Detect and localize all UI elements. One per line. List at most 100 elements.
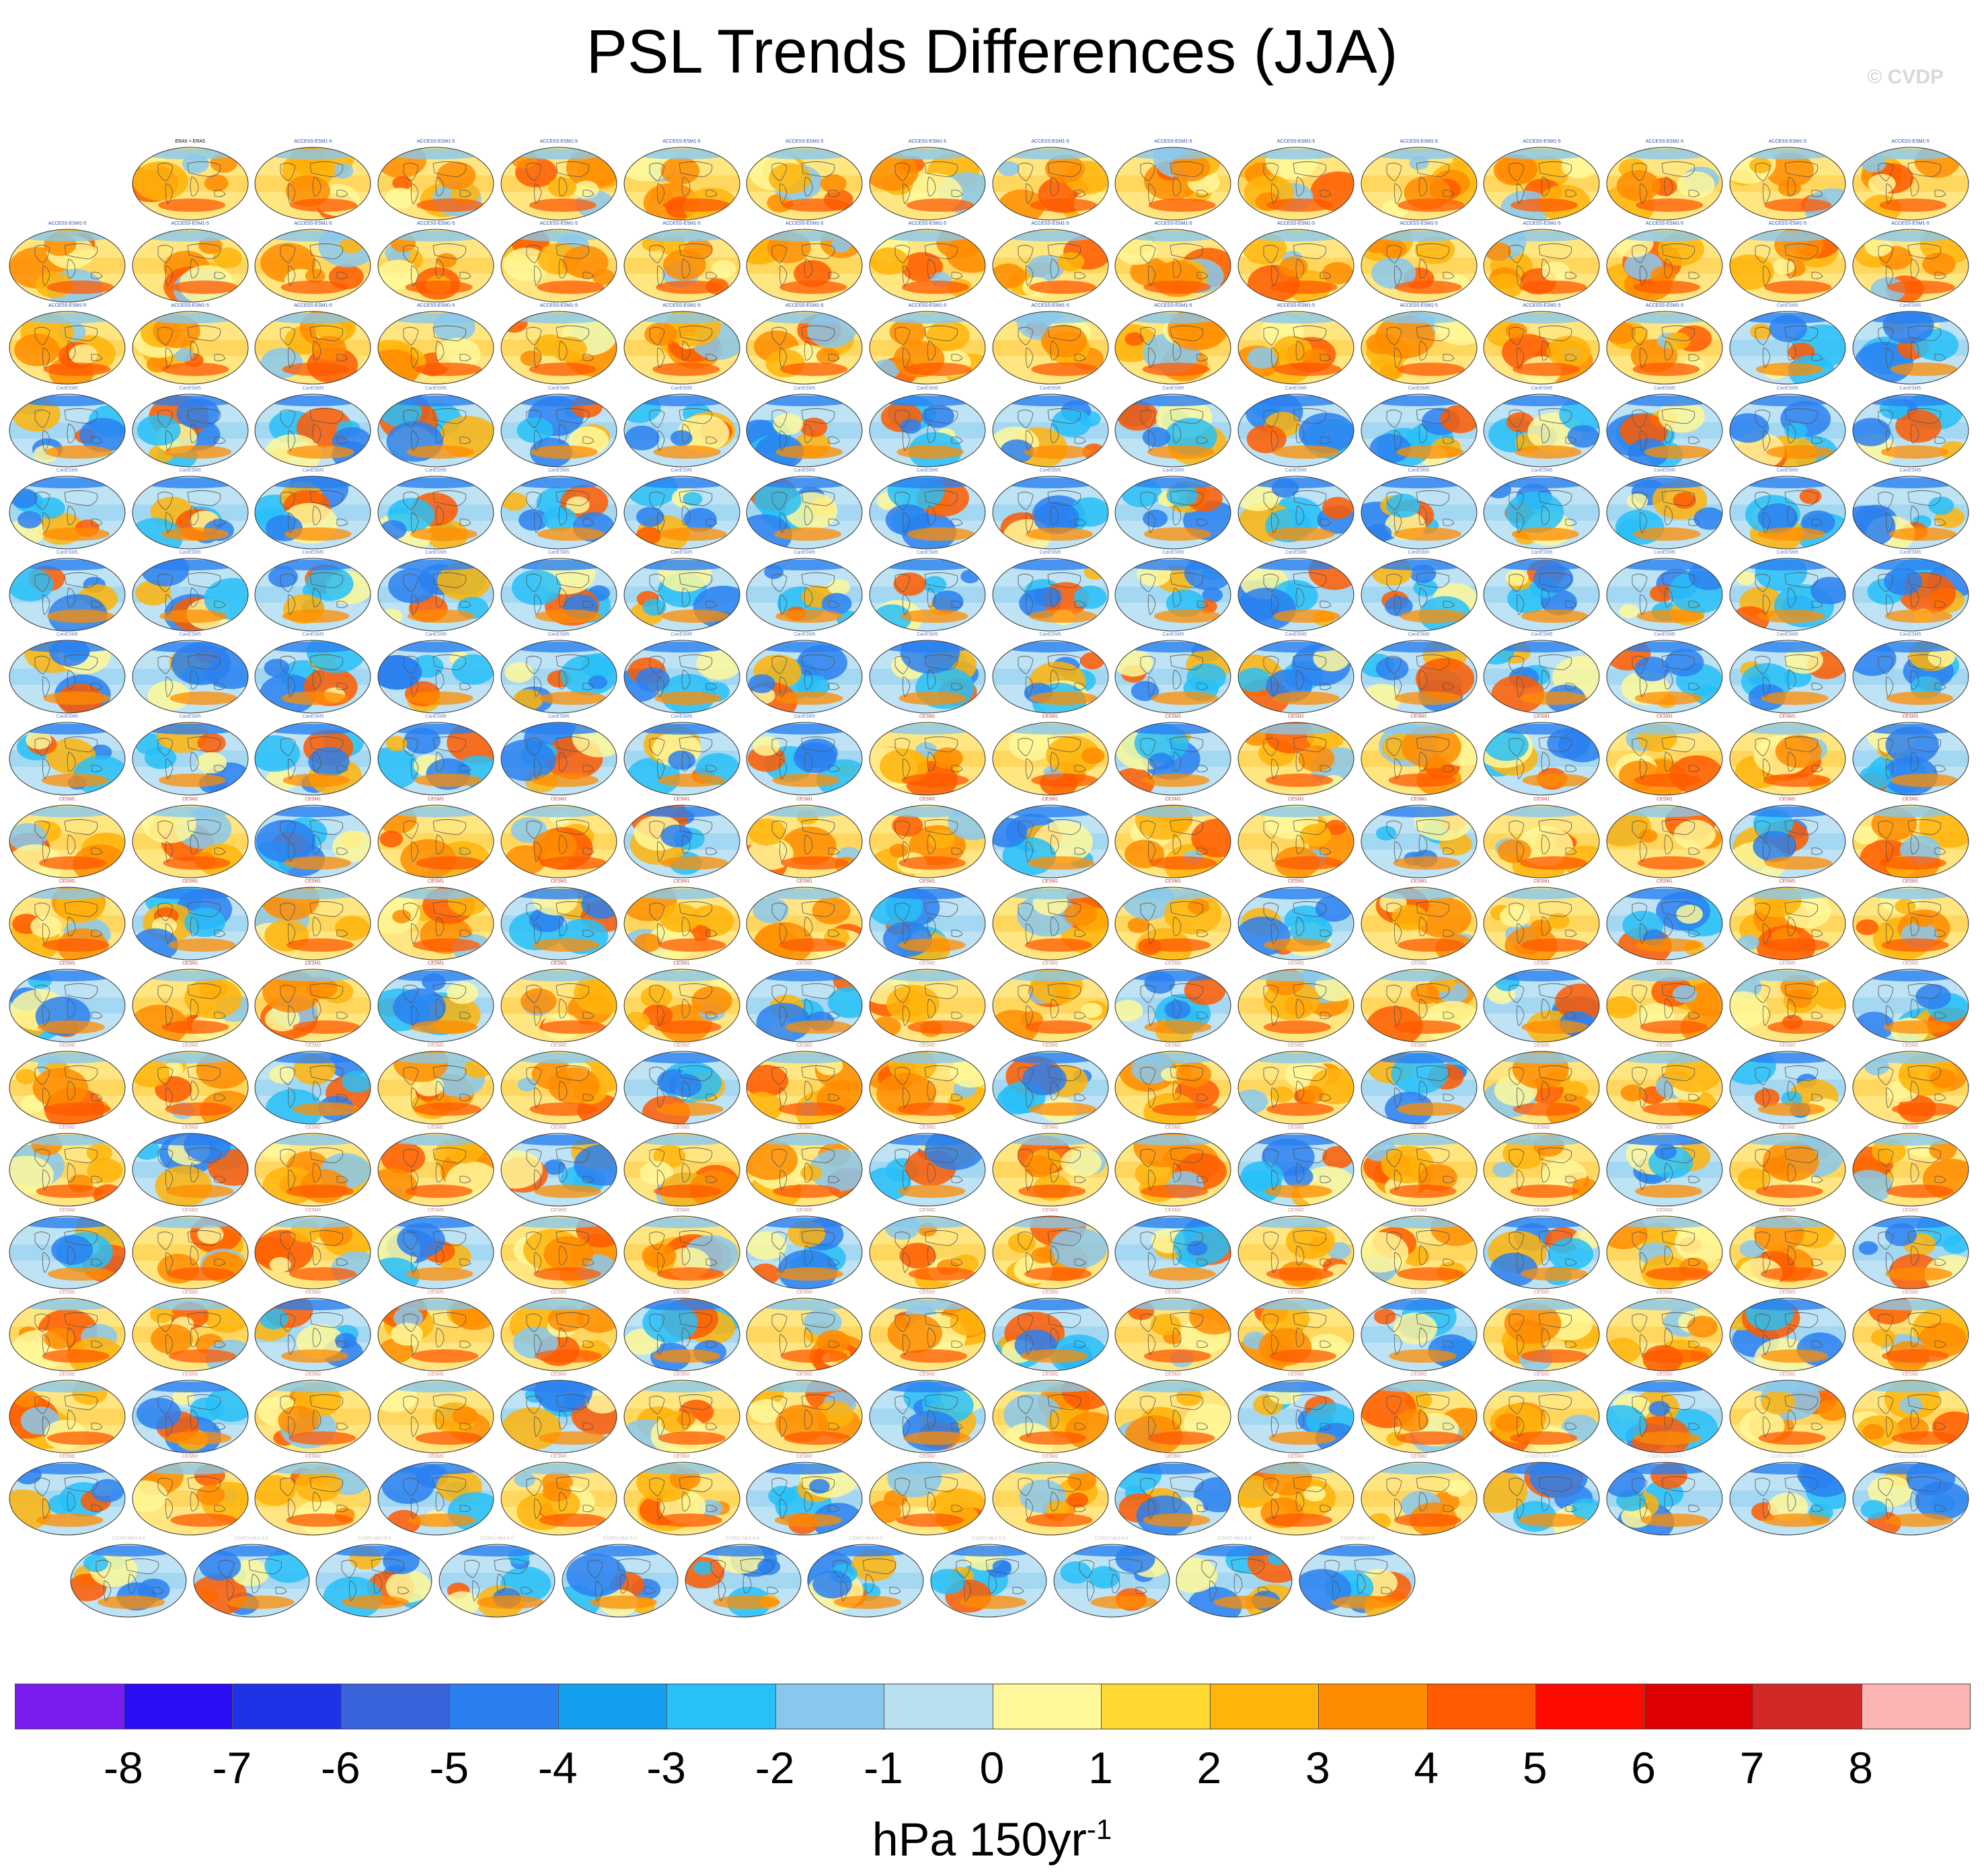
globe-map <box>132 147 249 221</box>
map-panel: CESM1 <box>1360 796 1478 879</box>
map-panel: CSIRO-Mk3-6-0 <box>69 1535 188 1618</box>
globe-map <box>377 722 494 796</box>
globe-map <box>1606 887 1723 961</box>
globe-map <box>9 1298 126 1372</box>
map-panel: CanESM5 <box>131 385 250 468</box>
map-panel: CESM2 <box>1114 1453 1232 1536</box>
globe-map <box>1729 722 1846 796</box>
globe-map <box>807 1544 924 1618</box>
map-panel: CSIRO-Mk3-6-0 <box>1852 1453 1970 1536</box>
globe-map <box>9 887 126 961</box>
globe-map <box>992 887 1109 961</box>
map-panel: CESM2 <box>1360 1042 1478 1125</box>
map-panel: CanESM5 <box>745 385 864 468</box>
globe-map <box>1852 229 1969 303</box>
globe-map <box>377 147 494 221</box>
globe-map <box>1852 393 1969 467</box>
panel-label: ACCESS-ESM1-5 <box>294 221 332 227</box>
globe-map <box>1114 1298 1231 1372</box>
globe-map <box>1237 476 1355 550</box>
globe-map <box>1852 722 1969 796</box>
panel-label: CanESM5 <box>671 467 693 473</box>
map-panel: CanESM5 <box>1114 467 1232 550</box>
globe-map <box>992 1133 1109 1207</box>
map-panel: CESM1 <box>991 796 1110 879</box>
panel-label: ACCESS-ESM1-5 <box>785 221 824 227</box>
map-panel: CESM2 <box>1728 1371 1847 1454</box>
panel-label: CanESM5 <box>1654 632 1676 638</box>
panel-label: CanESM5 <box>179 632 201 638</box>
panel-label: CESM2 <box>59 1454 76 1460</box>
panel-label: CESM2 <box>919 1207 936 1213</box>
globe-map <box>1729 887 1846 961</box>
panel-label: CESM2 <box>1287 1372 1305 1377</box>
map-panel: CESM1 <box>991 878 1110 961</box>
panel-label: CESM2 <box>1779 1207 1796 1213</box>
panel-label: CSIRO-Mk3-6-0 <box>1770 1454 1804 1460</box>
colorbar-box <box>1210 1684 1319 1729</box>
map-panel: CESM2 <box>254 1124 372 1207</box>
panel-label: CESM2 <box>919 1043 936 1049</box>
panel-label: CESM2 <box>919 1454 936 1460</box>
panel-label: CESM1 <box>1779 878 1796 884</box>
colorbar <box>15 1684 1971 1729</box>
globe-map <box>746 1215 863 1289</box>
map-panel: CESM2 <box>1114 960 1232 1043</box>
globe-map <box>132 1133 249 1207</box>
globe-map <box>132 1298 249 1372</box>
panel-label: CanESM5 <box>56 385 78 391</box>
globe-map <box>1361 1298 1478 1372</box>
panel-label: CESM2 <box>1165 1289 1182 1295</box>
panel-label: CESM2 <box>1779 1372 1796 1377</box>
panel-label: CanESM5 <box>1285 550 1307 555</box>
colorbar-tick-label: 6 <box>1631 1743 1656 1793</box>
map-panel: CESM2 <box>131 1371 250 1454</box>
globe-map <box>869 640 986 714</box>
panel-label: ACCESS-ESM1-5 <box>539 221 578 227</box>
map-panel: ACCESS-ESM1-5 <box>1114 220 1232 303</box>
panel-label: CESM1 <box>1902 878 1919 884</box>
panel-label: CESM2 <box>673 1454 690 1460</box>
map-panel: CESM2 <box>377 1289 495 1372</box>
map-panel: CanESM5 <box>868 631 987 714</box>
globe-map <box>746 311 863 385</box>
globe-map <box>1852 969 1969 1043</box>
globe-map <box>1483 1462 1600 1536</box>
map-panel: CESM2 <box>868 1371 987 1454</box>
globe-map <box>1852 558 1969 632</box>
globe-map <box>746 969 863 1043</box>
panel-label: CESM1 <box>305 878 321 884</box>
panel-label: ACCESS-ESM1-5 <box>1645 303 1684 309</box>
globe-map <box>1237 393 1355 467</box>
map-panel: ACCESS-ESM1-5 <box>131 302 250 385</box>
panel-label: CanESM5 <box>671 385 693 391</box>
panel-label: CESM1 <box>1042 796 1059 802</box>
panel-label: CanESM5 <box>1776 550 1798 555</box>
globe-map <box>992 1051 1109 1125</box>
globe-map <box>377 1462 494 1536</box>
globe-map <box>254 476 371 550</box>
globe-map <box>1729 393 1846 467</box>
map-panel: CESM1 <box>991 713 1110 796</box>
globe-map <box>1361 640 1478 714</box>
globe-map <box>623 1215 740 1289</box>
colorbar-tick-label: -3 <box>646 1743 686 1793</box>
globe-map <box>1852 804 1969 878</box>
map-panel: CESM2 <box>1728 1207 1847 1290</box>
map-panel: ACCESS-ESM1-5 <box>1114 302 1232 385</box>
panel-label: CESM2 <box>1656 1043 1673 1049</box>
map-panel: CESM2 <box>991 1207 1110 1290</box>
panel-label: CSIRO-Mk3-6-0 <box>1094 1536 1129 1542</box>
map-panel: ACCESS-ESM1-5 <box>991 220 1110 303</box>
globe-map <box>500 1298 617 1372</box>
map-panel: CESM2 <box>1852 1289 1970 1372</box>
globe-map <box>9 476 126 550</box>
map-panel: CanESM5 <box>377 631 495 714</box>
globe-map <box>1729 1298 1846 1372</box>
globe-map <box>9 1051 126 1125</box>
panel-label: CESM2 <box>428 1043 445 1049</box>
units-superscript: -1 <box>1086 1813 1112 1845</box>
map-panel: CanESM5 <box>1482 467 1601 550</box>
map-panel: CESM2 <box>131 1042 250 1125</box>
globe-map <box>1729 1462 1846 1536</box>
